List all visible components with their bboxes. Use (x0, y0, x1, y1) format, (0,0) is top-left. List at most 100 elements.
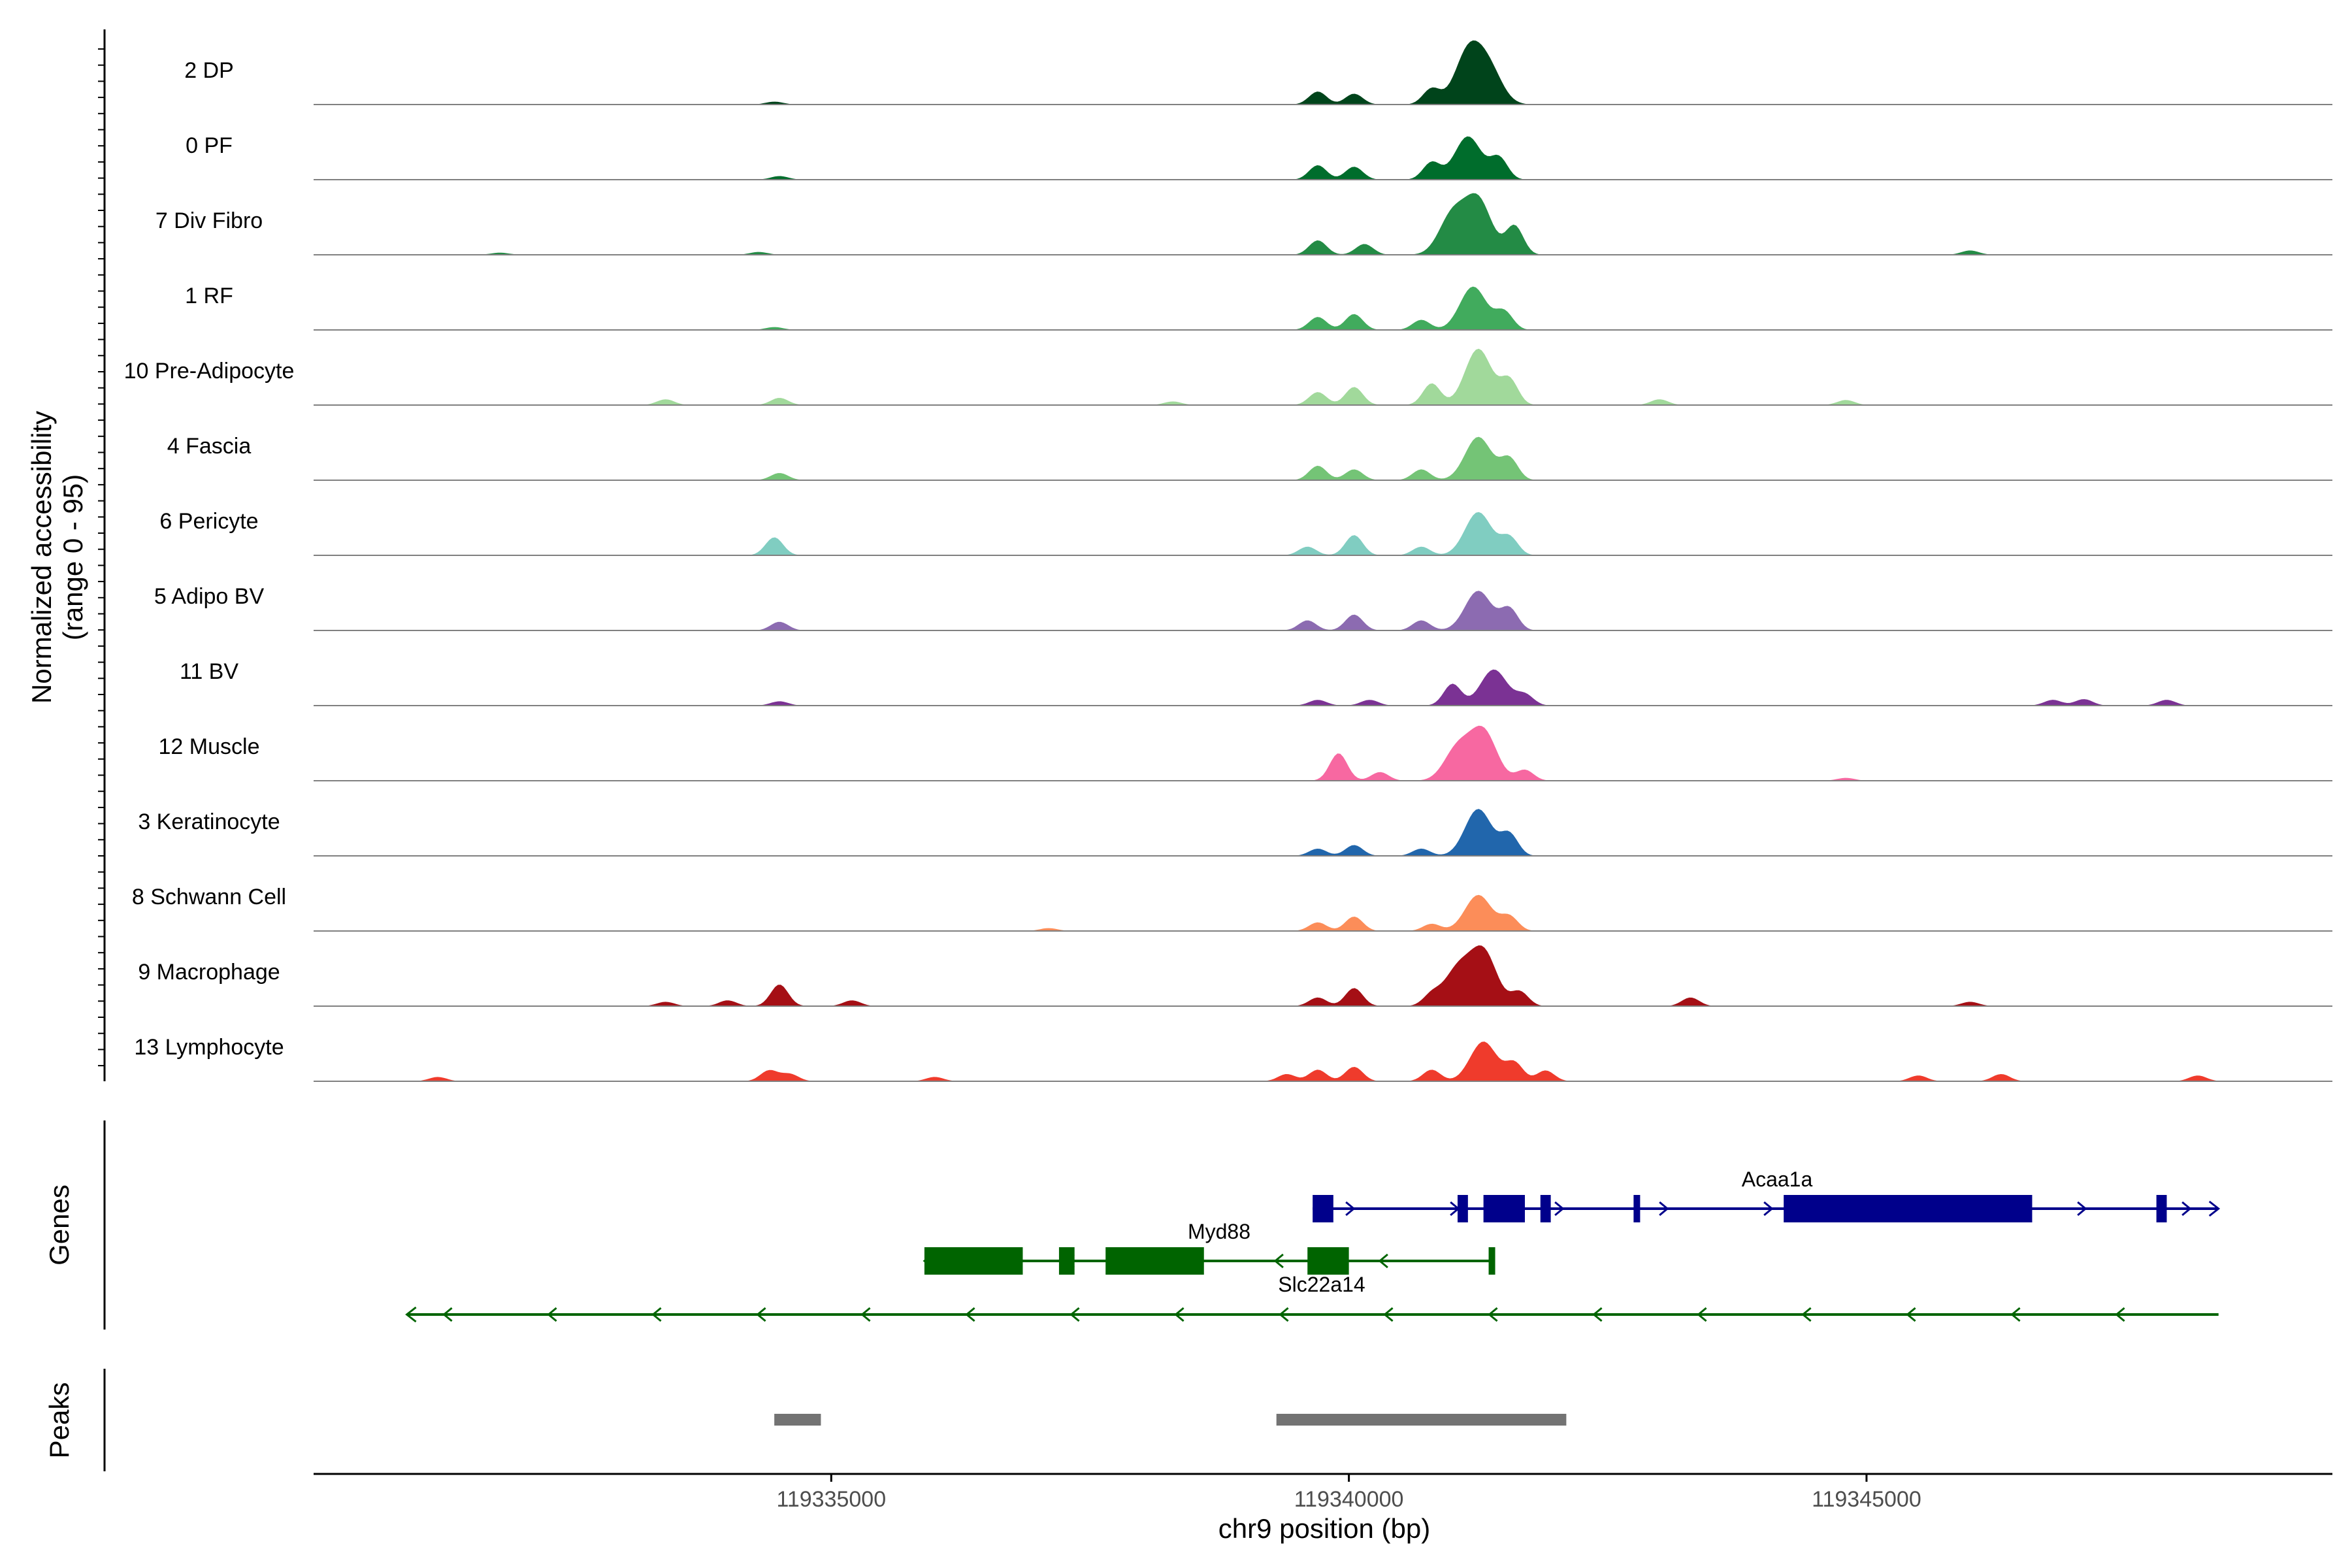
gene-strand-arrow (1554, 1201, 1565, 1217)
gene-strand-arrow (860, 1307, 871, 1322)
x-tick-label-0: 119335000 (776, 1487, 886, 1512)
track-label-13: 13 Lymphocyte (134, 1035, 284, 1060)
gene-end-arrow (2208, 1200, 2221, 1217)
track-label-3: 1 RF (185, 284, 233, 308)
track-0: 2 DP (184, 40, 2332, 105)
gene-strand-arrow (1383, 1307, 1394, 1322)
accessibility-tracks: 2 DP 0 PF 7 Div Fibro 1 RF 10 Pre-Adipocyte 4… (124, 40, 2332, 1082)
track-9: 12 Muscle (159, 725, 2332, 781)
track-label-10: 3 Keratinocyte (138, 809, 280, 834)
x-axis: chr9 position (bp) 119335000 119340000 119… (314, 1473, 2332, 1544)
gene-strand-arrow (442, 1307, 453, 1322)
track-7: 5 Adipo BV (154, 584, 2332, 631)
gene-strand-arrow (547, 1307, 557, 1322)
gene-exon-1-3 (1307, 1247, 1349, 1275)
track-label-1: 0 PF (186, 133, 233, 158)
gene-strand-arrow (2115, 1307, 2125, 1322)
gene-exon-0-2 (1483, 1195, 1525, 1222)
track-label-12: 9 Macrophage (138, 960, 280, 985)
gene-strand-arrow (1488, 1307, 1498, 1322)
track-area-1 (314, 136, 2332, 180)
track-area-10 (314, 809, 2332, 856)
peak-region-0 (774, 1414, 821, 1426)
gene-2: Slc22a14 (405, 1273, 2219, 1323)
x-tick-label-2: 119345000 (1812, 1487, 1921, 1512)
gene-strand-arrow (1906, 1307, 1916, 1322)
gene-strand-arrow (2077, 1201, 2087, 1217)
track-label-4: 10 Pre-Adipocyte (124, 359, 295, 384)
gene-strand-arrow (1378, 1253, 1388, 1269)
gene-strand-arrow (1592, 1307, 1603, 1322)
track-area-5 (314, 436, 2332, 480)
gene-exon-1-0 (924, 1247, 1023, 1275)
track-3: 1 RF (185, 284, 2332, 331)
track-label-5: 4 Fascia (167, 434, 252, 459)
track-10: 3 Keratinocyte (138, 809, 2332, 857)
gene-exon-1-2 (1105, 1247, 1204, 1275)
peak-region-1 (1276, 1414, 1567, 1426)
track-label-6: 6 Pericyte (159, 509, 258, 534)
track-area-11 (314, 894, 2332, 931)
track-area-2 (314, 193, 2332, 255)
track-12: 9 Macrophage (138, 945, 2332, 1007)
x-tick-label-1: 119340000 (1294, 1487, 1404, 1512)
gene-exon-0-1 (1458, 1195, 1468, 1222)
peaks-panel-title: Peaks (44, 1382, 74, 1459)
gene-strand-arrow (1801, 1307, 1812, 1322)
gene-exon-1-1 (1058, 1247, 1075, 1275)
y-axis-title-line2: (range 0 - 95) (57, 474, 88, 640)
gene-strand-arrow (1697, 1307, 1707, 1322)
track-area-3 (314, 286, 2332, 330)
track-13: 13 Lymphocyte (134, 1035, 2332, 1082)
track-area-8 (314, 669, 2332, 706)
y-axis: Normalized accessibility (range 0 - 95) (26, 29, 106, 1081)
x-axis-title: chr9 position (bp) (1218, 1513, 1431, 1544)
track-area-13 (314, 1041, 2332, 1081)
track-area-12 (314, 945, 2332, 1006)
gene-exon-0-0 (1313, 1195, 1333, 1222)
genes-panel: Genes Acaa1a Myd88 Slc22a14 (44, 1120, 2221, 1330)
gene-end-arrow (405, 1306, 417, 1323)
track-area-9 (314, 725, 2332, 781)
track-2: 7 Div Fibro (155, 193, 2332, 255)
gene-exon-0-4 (1633, 1195, 1641, 1222)
track-area-7 (314, 591, 2332, 630)
track-label-9: 12 Muscle (159, 734, 260, 759)
gene-strand-arrow (2010, 1307, 2021, 1322)
gene-strand-arrow (1174, 1307, 1184, 1322)
gene-exon-0-6 (2156, 1195, 2167, 1222)
gene-0: Acaa1a (1313, 1168, 2221, 1222)
track-11: 8 Schwann Cell (132, 885, 2332, 932)
gene-1: Myd88 (923, 1220, 1495, 1275)
track-label-2: 7 Div Fibro (155, 208, 263, 233)
track-4: 10 Pre-Adipocyte (124, 348, 2332, 406)
gene-strand-arrow (1279, 1307, 1289, 1322)
track-label-8: 11 BV (180, 659, 238, 684)
gene-label-0: Acaa1a (1742, 1168, 1813, 1191)
gene-exon-0-5 (1784, 1195, 2033, 1222)
track-6: 6 Pericyte (159, 509, 2332, 556)
track-area-4 (314, 348, 2332, 405)
gene-strand-arrow (1070, 1307, 1080, 1322)
track-label-0: 2 DP (184, 58, 234, 83)
gene-strand-arrow (1273, 1253, 1284, 1269)
gene-exon-1-4 (1488, 1247, 1495, 1275)
track-1: 0 PF (186, 133, 2332, 180)
gene-strand-arrow (965, 1307, 975, 1322)
gene-exon-0-3 (1540, 1195, 1551, 1222)
y-axis-title-line1: Normalized accessibility (26, 411, 57, 704)
genes-panel-title: Genes (44, 1184, 74, 1266)
gene-strand-arrow (1345, 1201, 1356, 1217)
gene-strand-arrow (651, 1307, 662, 1322)
gene-strand-arrow (1659, 1201, 1669, 1217)
gene-label-2: Slc22a14 (1278, 1273, 1365, 1296)
gene-strand-arrow (1763, 1201, 1774, 1217)
track-label-11: 8 Schwann Cell (132, 885, 286, 909)
gene-strand-arrow (2181, 1201, 2192, 1217)
gene-strand-arrow (756, 1307, 766, 1322)
track-5: 4 Fascia (167, 434, 2332, 481)
peaks-panel: Peaks (44, 1369, 1567, 1471)
track-area-0 (314, 40, 2332, 105)
gene-label-1: Myd88 (1188, 1220, 1250, 1243)
